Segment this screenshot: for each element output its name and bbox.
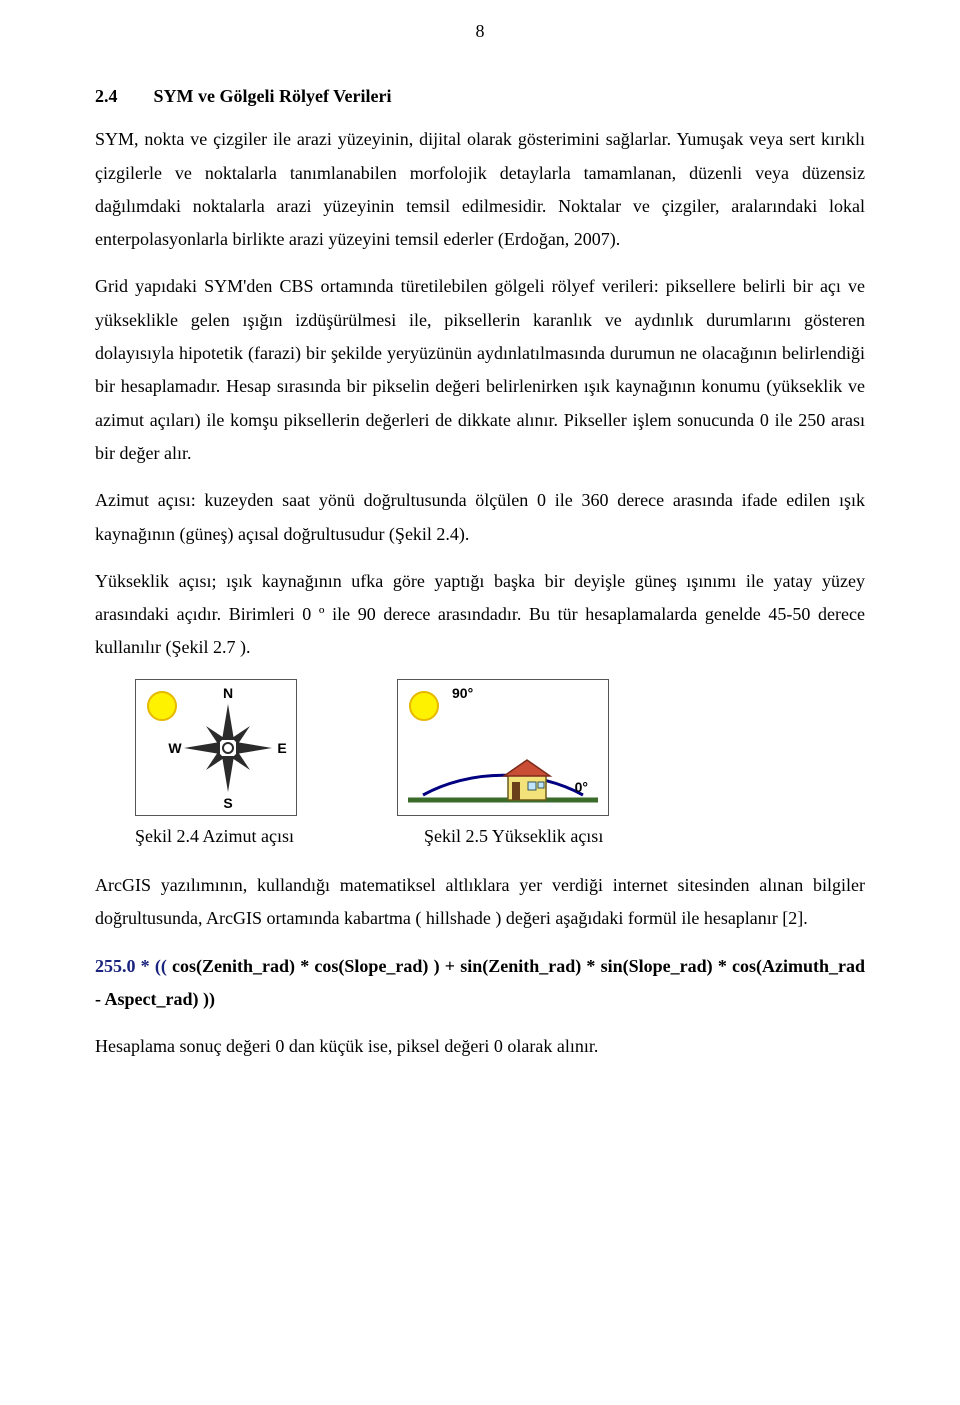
azimuth-diagram-svg: N S W E (136, 680, 296, 815)
figure-2-caption: Şekil 2.5 Yükseklik açısı (424, 820, 603, 853)
figures-row: N S W E (135, 679, 865, 816)
label-0deg: 0° (575, 779, 588, 795)
altitude-arc (423, 775, 583, 795)
house-icon (504, 760, 550, 800)
paragraph-2: Grid yapıdaki SYM'den CBS ortamında türe… (95, 270, 865, 470)
section-title: SYM ve Gölgeli Rölyef Verileri (154, 86, 392, 106)
formula: 255.0 * (( cos(Zenith_rad) * cos(Slope_r… (95, 950, 865, 1017)
page-number: 8 (0, 15, 960, 48)
altitude-diagram-svg: 90° 0° (398, 680, 608, 815)
sun-icon (410, 692, 438, 720)
compass-rose-icon (184, 704, 272, 792)
figure-1-box: N S W E (135, 679, 297, 816)
label-north: N (223, 685, 233, 701)
paragraph-1: SYM, nokta ve çizgiler ile arazi yüzeyin… (95, 123, 865, 256)
page-container: 8 2.4 SYM ve Gölgeli Rölyef Verileri SYM… (0, 0, 960, 1405)
paragraph-6: Hesaplama sonuç değeri 0 dan küçük ise, … (95, 1030, 865, 1063)
figure-1-caption: Şekil 2.4 Azimut açısı (135, 820, 294, 853)
label-south: S (223, 795, 232, 811)
label-90deg: 90° (452, 685, 473, 701)
sun-icon (148, 692, 176, 720)
paragraph-4: Yükseklik açısı; ışık kaynağının ufka gö… (95, 565, 865, 665)
figure-2: 90° 0° (397, 679, 609, 816)
label-west: W (168, 740, 182, 756)
section-heading: 2.4 SYM ve Gölgeli Rölyef Verileri (95, 80, 865, 113)
caption-row: Şekil 2.4 Azimut açısı Şekil 2.5 Yüksekl… (135, 820, 865, 853)
formula-rest: cos(Zenith_rad) * cos(Slope_rad) ) + sin… (95, 956, 865, 1009)
paragraph-5: ArcGIS yazılımının, kullandığı matematik… (95, 869, 865, 936)
label-east: E (277, 740, 286, 756)
formula-lead: 255.0 * (( (95, 956, 167, 976)
section-number: 2.4 (95, 80, 149, 113)
figure-2-box: 90° 0° (397, 679, 609, 816)
paragraph-3: Azimut açısı: kuzeyden saat yönü doğrult… (95, 484, 865, 551)
figure-1: N S W E (135, 679, 297, 816)
